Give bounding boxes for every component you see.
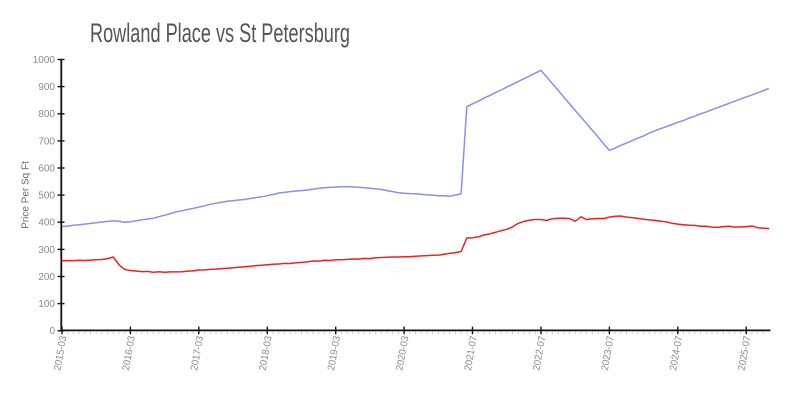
svg-text:600: 600 (38, 163, 55, 174)
svg-text:400: 400 (38, 218, 55, 229)
svg-text:300: 300 (38, 245, 55, 256)
svg-text:500: 500 (38, 191, 55, 202)
svg-text:1000: 1000 (33, 55, 56, 66)
svg-text:700: 700 (38, 136, 55, 147)
svg-text:800: 800 (38, 109, 55, 120)
svg-text:Rowland Place vs St Petersburg: Rowland Place vs St Petersburg (90, 18, 350, 48)
svg-text:100: 100 (38, 299, 55, 310)
svg-text:Price Per Sq Ft: Price Per Sq Ft (21, 161, 32, 229)
svg-text:200: 200 (38, 272, 55, 283)
svg-text:0: 0 (49, 326, 55, 337)
svg-text:900: 900 (38, 82, 55, 93)
